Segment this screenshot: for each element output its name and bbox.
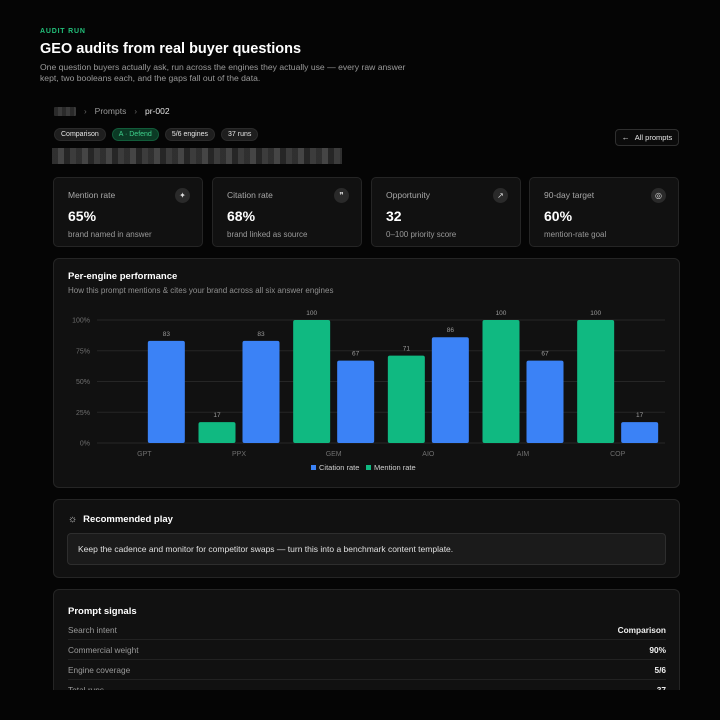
- stat-label: Opportunity: [386, 190, 430, 200]
- stat-label: Mention rate: [68, 190, 116, 200]
- stat-card-target: 90-day target 60% mention-rate goal ◎: [529, 177, 679, 247]
- signal-label: Total runs: [68, 685, 104, 695]
- mention-bar: [577, 320, 615, 443]
- per-engine-bar-chart: 0% 25% 50% 75% 100% 83 GPT 17 83 PPX 100 67 GEM 71 86 A…: [72, 310, 665, 472]
- stat-value: 65%: [68, 208, 97, 224]
- stat-value: 68%: [227, 208, 256, 224]
- play-header: ☼ Recommended play: [68, 514, 173, 525]
- breadcrumb-prompts[interactable]: Prompts: [94, 106, 127, 116]
- legend-label: Citation rate: [319, 463, 359, 472]
- stat-label: 90-day target: [544, 190, 595, 200]
- arrow-left-icon: ←: [621, 133, 630, 142]
- mention-value-label: 100: [496, 310, 507, 317]
- breadcrumb: › Prompts › pr-002: [54, 106, 170, 116]
- play-text: Keep the cadence and monitor for competi…: [67, 533, 666, 565]
- chevron-right-icon: ›: [134, 106, 137, 116]
- stat-card-citation-rate: Citation rate 68% brand linked as source…: [212, 177, 362, 247]
- sparkle-icon: ✦: [175, 188, 190, 203]
- mention-value-label: 71: [403, 346, 411, 353]
- stat-card-opportunity: Opportunity 32 0–100 priority score ↗: [371, 177, 521, 247]
- y-tick-label: 50%: [76, 379, 90, 386]
- mention-bar: [482, 320, 520, 443]
- legend-label: Mention rate: [374, 463, 416, 472]
- citation-value-label: 83: [257, 331, 265, 338]
- citation-bar: [621, 422, 659, 443]
- stat-subtitle: brand named in answer: [68, 230, 152, 239]
- citation-bar: [526, 360, 564, 443]
- signal-value: Comparison: [617, 624, 666, 635]
- quote-icon: ❞: [334, 188, 349, 203]
- citation-value-label: 67: [541, 351, 549, 358]
- y-tick-label: 75%: [76, 348, 90, 355]
- signal-value: 37: [657, 685, 666, 695]
- play-title: Recommended play: [83, 514, 173, 525]
- legend-swatch: [311, 465, 316, 470]
- citation-bar: [242, 340, 280, 443]
- citation-bar: [337, 360, 375, 443]
- chevron-right-icon: ›: [84, 106, 87, 116]
- legend-swatch: [366, 465, 371, 470]
- signal-value: 5/6: [654, 664, 666, 675]
- tag-category: Comparison: [54, 128, 106, 141]
- all-prompts-button[interactable]: ← All prompts: [615, 129, 679, 146]
- trend-up-icon: ↗: [493, 188, 508, 203]
- tag-list: Comparison A · Defend 5/6 engines 37 run…: [54, 128, 259, 141]
- redacted-prompt-text: [52, 148, 342, 164]
- breadcrumb-redacted-root[interactable]: [54, 106, 76, 116]
- signals-title: Prompt signals: [68, 606, 137, 617]
- signal-label: Engine coverage: [68, 664, 131, 675]
- page-description: One question buyers actually ask, run ac…: [40, 62, 406, 83]
- citation-value-label: 17: [636, 412, 644, 419]
- lightbulb-icon: ☼: [68, 514, 78, 525]
- page-title: GEO audits from real buyer questions: [40, 41, 302, 57]
- citation-value-label: 86: [447, 327, 455, 334]
- chart-title: Per-engine performance: [68, 271, 178, 282]
- recommended-play-panel: ☼ Recommended play Keep the cadence and …: [53, 499, 680, 578]
- tag-engines: 5/6 engines: [164, 128, 216, 141]
- mention-bar: [293, 320, 331, 443]
- signal-row: Commercial weight 90%: [68, 640, 666, 660]
- tag-runs: 37 runs: [221, 128, 259, 141]
- x-tick-label: GEM: [326, 451, 342, 458]
- eyebrow: AUDIT RUN: [40, 28, 86, 35]
- x-tick-label: PPX: [232, 451, 246, 458]
- stat-value: 32: [386, 208, 402, 224]
- y-tick-label: 0%: [80, 441, 90, 448]
- citation-value-label: 67: [352, 351, 360, 358]
- signal-label: Commercial weight: [68, 644, 139, 655]
- x-tick-label: COP: [610, 451, 626, 458]
- stat-card-mention-rate: Mention rate 65% brand named in answer ✦: [53, 177, 203, 247]
- all-prompts-label: All prompts: [634, 133, 673, 142]
- citation-value-label: 83: [163, 331, 171, 338]
- target-icon: ◎: [651, 188, 666, 203]
- tag-status: A · Defend: [111, 128, 159, 141]
- stat-subtitle: 0–100 priority score: [386, 230, 457, 239]
- signal-label: Search intent: [68, 624, 117, 635]
- signal-row: Search intent Comparison: [68, 620, 666, 640]
- mention-bar: [387, 355, 425, 443]
- x-tick-label: AIM: [517, 451, 530, 458]
- mention-value-label: 17: [213, 412, 221, 419]
- mention-bar: [198, 422, 236, 443]
- signal-value: 90%: [649, 644, 666, 655]
- x-tick-label: GPT: [137, 451, 152, 458]
- y-tick-label: 100%: [72, 318, 90, 325]
- stat-subtitle: brand linked as source: [227, 230, 308, 239]
- mention-value-label: 100: [306, 310, 317, 317]
- stat-label: Citation rate: [227, 190, 273, 200]
- chart-subtitle: How this prompt mentions & cites your br…: [68, 286, 334, 295]
- hero: AUDIT RUN GEO audits from real buyer que…: [40, 28, 680, 84]
- citation-bar: [431, 337, 469, 443]
- breadcrumb-current: pr-002: [145, 106, 170, 116]
- citation-bar: [147, 340, 185, 443]
- signal-row: Engine coverage 5/6: [68, 660, 666, 680]
- viewport-clip: [0, 690, 720, 720]
- chart-panel: 0% 25% 50% 75% 100% 83 GPT 17 83 PPX 100 67 GEM 71 86 A…: [53, 258, 680, 488]
- x-tick-label: AIO: [422, 451, 435, 458]
- stat-subtitle: mention-rate goal: [544, 230, 607, 239]
- y-tick-label: 25%: [76, 410, 90, 417]
- stat-value: 60%: [544, 208, 573, 224]
- mention-value-label: 100: [590, 310, 601, 317]
